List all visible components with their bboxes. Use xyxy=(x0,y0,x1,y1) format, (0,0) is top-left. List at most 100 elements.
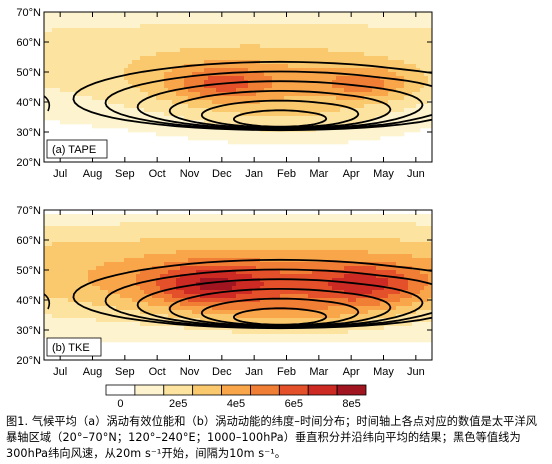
shading-cell xyxy=(328,68,333,73)
shading-cell xyxy=(176,12,181,17)
shading-cell xyxy=(408,286,413,291)
shading-cell xyxy=(128,92,133,97)
shading-cell xyxy=(96,28,101,33)
shading-cell xyxy=(268,32,273,37)
shading-cell xyxy=(336,254,341,259)
shading-cell xyxy=(68,234,73,239)
shading-cell xyxy=(276,80,281,85)
shading-cell xyxy=(320,238,325,243)
shading-cell xyxy=(112,238,117,243)
shading-cell xyxy=(48,262,53,267)
shading-cell xyxy=(384,52,389,57)
shading-cell xyxy=(392,20,397,25)
shading-cell xyxy=(76,64,81,69)
shading-cell xyxy=(264,274,269,279)
shading-cell xyxy=(268,120,273,125)
shading-cell xyxy=(208,120,213,125)
shading-cell xyxy=(396,60,401,65)
shading-cell xyxy=(264,24,269,29)
shading-cell xyxy=(216,16,221,21)
shading-cell xyxy=(424,262,429,267)
shading-cell xyxy=(392,60,397,65)
shading-cell xyxy=(80,44,85,49)
shading-cell xyxy=(96,270,101,275)
shading-cell xyxy=(296,132,301,137)
shading-cell xyxy=(140,274,145,279)
shading-cell xyxy=(60,36,65,41)
shading-cell xyxy=(124,100,129,105)
shading-cell xyxy=(260,12,265,17)
shading-cell xyxy=(136,48,141,53)
shading-cell xyxy=(84,116,89,121)
shading-cell xyxy=(332,56,337,61)
shading-cell xyxy=(120,24,125,29)
shading-cell xyxy=(424,36,429,41)
shading-cell xyxy=(100,116,105,121)
shading-cell xyxy=(300,68,305,73)
shading-cell xyxy=(380,250,385,255)
shading-cell xyxy=(108,222,113,227)
shading-cell xyxy=(292,132,297,137)
shading-cell xyxy=(428,226,432,231)
shading-cell xyxy=(52,254,57,259)
shading-cell xyxy=(244,290,249,295)
shading-cell xyxy=(280,40,285,45)
shading-cell xyxy=(160,214,165,219)
shading-cell xyxy=(276,100,281,105)
shading-cell xyxy=(88,290,93,295)
wind-contour-40 xyxy=(136,80,424,130)
shading-cell xyxy=(84,230,89,235)
shading-cell xyxy=(64,112,69,117)
shading-cell xyxy=(132,290,137,295)
shading-cell xyxy=(192,222,197,227)
shading-cell xyxy=(200,56,205,61)
shading-cell xyxy=(328,36,333,41)
shading-cell xyxy=(292,88,297,93)
shading-cell xyxy=(160,262,165,267)
shading-cell xyxy=(308,68,313,73)
shading-cell xyxy=(288,270,293,275)
shading-cell xyxy=(300,76,305,81)
shading-cell xyxy=(404,64,409,69)
shading-cell xyxy=(300,36,305,41)
shading-cell xyxy=(176,262,181,267)
shading-cell xyxy=(296,52,301,57)
shading-cell xyxy=(368,24,373,29)
shading-cell xyxy=(156,96,161,101)
shading-cell xyxy=(328,218,333,223)
shading-cell xyxy=(308,48,313,53)
shading-cell xyxy=(264,84,269,89)
shading-cell xyxy=(92,254,97,259)
shading-cell xyxy=(132,242,137,247)
shading-cell xyxy=(332,230,337,235)
shading-cell xyxy=(212,104,217,109)
shading-cell xyxy=(124,258,129,263)
shading-cell xyxy=(208,76,213,81)
shading-cell xyxy=(136,64,141,69)
shading-cell xyxy=(356,132,361,137)
shading-cell xyxy=(300,112,305,117)
shading-cell xyxy=(76,242,81,247)
shading-cell xyxy=(48,60,53,65)
shading-cell xyxy=(124,64,129,69)
shading-cell xyxy=(396,124,401,129)
shading-cell xyxy=(220,282,225,287)
shading-cell xyxy=(212,92,217,97)
shading-cell xyxy=(208,44,213,49)
shading-cell xyxy=(212,258,217,263)
shading-cell xyxy=(308,56,313,61)
shading-cell xyxy=(356,108,361,113)
shading-cell xyxy=(276,28,281,33)
shading-cell xyxy=(68,32,73,37)
shading-cell xyxy=(116,28,121,33)
shading-cell xyxy=(316,48,321,53)
shading-cell xyxy=(264,290,269,295)
shading-cell xyxy=(428,214,432,219)
shading-cell xyxy=(180,238,185,243)
shading-cell xyxy=(152,12,157,17)
shading-cell xyxy=(240,270,245,275)
shading-cell xyxy=(220,96,225,101)
shading-cell xyxy=(188,56,193,61)
shading-cell xyxy=(240,214,245,219)
shading-cell xyxy=(232,68,237,73)
